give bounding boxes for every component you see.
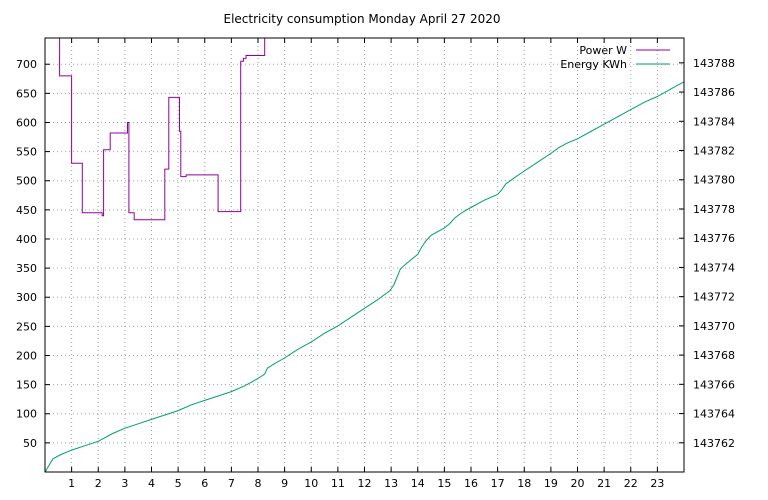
x-tick-label: 23 — [650, 477, 664, 490]
y-left-tick-label: 200 — [16, 349, 37, 362]
y-right-tick-label: 143788 — [693, 57, 735, 70]
y-right-tick-label: 143780 — [693, 174, 735, 187]
legend-label-power: Power W — [579, 44, 627, 57]
x-tick-label: 1 — [68, 477, 75, 490]
power-series-line — [59, 38, 266, 221]
y-left-tick-label: 50 — [23, 437, 37, 450]
y-right-tick-label: 143772 — [693, 291, 735, 304]
x-tick-label: 19 — [544, 477, 558, 490]
y-right-tick-label: 143774 — [693, 261, 735, 274]
x-tick-label: 4 — [148, 477, 155, 490]
y-left-tick-label: 100 — [16, 408, 37, 421]
y-right-tick-label: 143784 — [693, 115, 735, 128]
y-right-tick-label: 143768 — [693, 349, 735, 362]
y-left-tick-label: 400 — [16, 233, 37, 246]
x-tick-label: 13 — [384, 477, 398, 490]
legend-label-energy: Energy KWh — [560, 58, 627, 71]
y-left-tick-label: 250 — [16, 320, 37, 333]
x-tick-label: 9 — [281, 477, 288, 490]
x-tick-label: 2 — [95, 477, 102, 490]
x-tick-label: 22 — [624, 477, 638, 490]
axis-ticks — [45, 38, 684, 472]
y-right-tick-label: 143778 — [693, 203, 735, 216]
y-right-tick-label: 143766 — [693, 378, 735, 391]
x-tick-label: 7 — [228, 477, 235, 490]
y-right-tick-label: 143764 — [693, 408, 735, 421]
chart-title: Electricity consumption Monday April 27 … — [224, 12, 501, 26]
x-tick-label: 21 — [597, 477, 611, 490]
y-left-tick-label: 150 — [16, 379, 37, 392]
x-tick-label: 10 — [304, 477, 318, 490]
left-axis-tick-labels: 50 100 150 200 250 300 350 400 450 500 550 600 650 70… — [16, 58, 37, 450]
y-right-tick-label: 143786 — [693, 86, 735, 99]
x-tick-label: 3 — [121, 477, 128, 490]
x-axis-tick-labels: 1 2 3 4 5 6 7 8 9 10 11 12 13 14 15 16 17 18 19 20 21 22 23 — [68, 477, 664, 490]
grid — [45, 38, 684, 472]
y-left-tick-label: 600 — [16, 116, 37, 129]
y-left-tick-label: 300 — [16, 291, 37, 304]
y-right-tick-label: 143782 — [693, 145, 735, 158]
x-tick-label: 16 — [464, 477, 478, 490]
x-tick-label: 6 — [201, 477, 208, 490]
x-tick-label: 11 — [331, 477, 345, 490]
plot-series — [45, 38, 684, 472]
x-tick-label: 8 — [255, 477, 262, 490]
legend: Power W Energy KWh — [560, 44, 670, 71]
x-tick-label: 12 — [358, 477, 372, 490]
x-tick-label: 18 — [517, 477, 531, 490]
x-tick-label: 14 — [411, 477, 425, 490]
y-left-tick-label: 550 — [16, 146, 37, 159]
y-left-tick-label: 500 — [16, 175, 37, 188]
plot-frame — [44, 37, 685, 473]
x-tick-label: 17 — [491, 477, 505, 490]
x-tick-label: 5 — [175, 477, 182, 490]
right-axis-tick-labels: 143762 143764 143766 143768 143770 143772 1437… — [693, 57, 735, 450]
energy-series-line — [45, 81, 684, 472]
y-right-tick-label: 143776 — [693, 232, 735, 245]
y-right-tick-label: 143770 — [693, 320, 735, 333]
y-left-tick-label: 650 — [16, 87, 37, 100]
x-tick-label: 20 — [571, 477, 585, 490]
y-left-tick-label: 450 — [16, 204, 37, 217]
y-left-tick-label: 350 — [16, 262, 37, 275]
x-tick-label: 15 — [437, 477, 451, 490]
y-left-tick-label: 700 — [16, 58, 37, 71]
y-right-tick-label: 143762 — [693, 437, 735, 450]
